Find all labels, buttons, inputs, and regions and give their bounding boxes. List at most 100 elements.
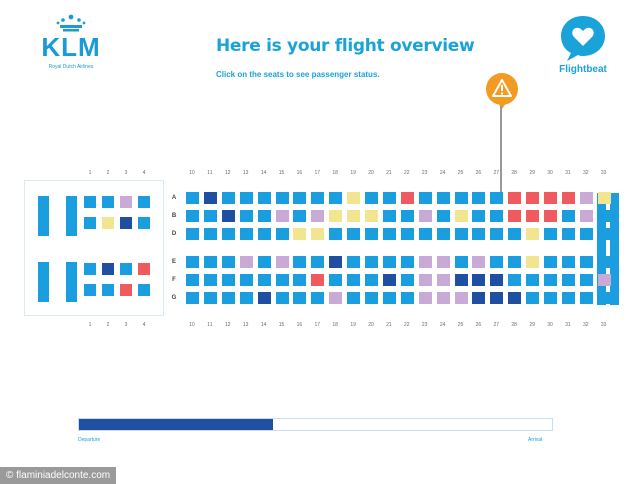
- seat[interactable]: [526, 256, 540, 268]
- seat[interactable]: [138, 217, 150, 229]
- seat[interactable]: [120, 196, 132, 208]
- seat[interactable]: [400, 210, 414, 222]
- seat[interactable]: [138, 196, 150, 208]
- seat[interactable]: [490, 228, 504, 240]
- seat[interactable]: [508, 210, 522, 222]
- seat[interactable]: [203, 274, 217, 286]
- seat[interactable]: [597, 210, 611, 222]
- seat[interactable]: [203, 228, 217, 240]
- seat[interactable]: [508, 228, 522, 240]
- seat[interactable]: [382, 256, 396, 268]
- seat[interactable]: [239, 228, 253, 240]
- seat[interactable]: [400, 228, 414, 240]
- seat[interactable]: [293, 256, 307, 268]
- seat[interactable]: [347, 192, 361, 204]
- seat[interactable]: [579, 192, 593, 204]
- seat[interactable]: [203, 292, 217, 304]
- seat[interactable]: [436, 192, 450, 204]
- seat[interactable]: [239, 256, 253, 268]
- seat[interactable]: [257, 228, 271, 240]
- seat[interactable]: [186, 192, 199, 204]
- seat[interactable]: [472, 228, 486, 240]
- seat[interactable]: [186, 228, 199, 240]
- seat[interactable]: [203, 210, 217, 222]
- seat[interactable]: [311, 274, 325, 286]
- seat[interactable]: [102, 284, 114, 296]
- seat[interactable]: [365, 292, 378, 304]
- seat[interactable]: [579, 210, 593, 222]
- seat[interactable]: [454, 210, 468, 222]
- seat[interactable]: [221, 274, 235, 286]
- seat[interactable]: [561, 256, 575, 268]
- seat[interactable]: [526, 274, 540, 286]
- seat[interactable]: [293, 210, 307, 222]
- seat[interactable]: [329, 210, 343, 222]
- seat[interactable]: [138, 263, 150, 275]
- seat[interactable]: [526, 210, 540, 222]
- seat[interactable]: [418, 228, 432, 240]
- seat[interactable]: [454, 292, 468, 304]
- seat[interactable]: [239, 274, 253, 286]
- seat[interactable]: [544, 256, 557, 268]
- seat[interactable]: [454, 256, 468, 268]
- seat[interactable]: [436, 210, 450, 222]
- seat[interactable]: [579, 228, 593, 240]
- seat[interactable]: [508, 292, 522, 304]
- seat[interactable]: [365, 210, 378, 222]
- seat[interactable]: [400, 192, 414, 204]
- seat[interactable]: [186, 274, 199, 286]
- seat[interactable]: [561, 228, 575, 240]
- seat[interactable]: [597, 292, 611, 304]
- seat[interactable]: [597, 228, 611, 240]
- seat[interactable]: [221, 192, 235, 204]
- seat[interactable]: [418, 210, 432, 222]
- seat[interactable]: [544, 210, 557, 222]
- seat[interactable]: [472, 210, 486, 222]
- seat[interactable]: [454, 228, 468, 240]
- seat[interactable]: [454, 274, 468, 286]
- seat[interactable]: [597, 256, 611, 268]
- seat[interactable]: [365, 192, 378, 204]
- seat[interactable]: [257, 192, 271, 204]
- seat[interactable]: [311, 292, 325, 304]
- seat[interactable]: [293, 292, 307, 304]
- seat[interactable]: [102, 217, 114, 229]
- seat[interactable]: [490, 292, 504, 304]
- seat[interactable]: [329, 228, 343, 240]
- seat[interactable]: [120, 284, 132, 296]
- seat[interactable]: [275, 210, 289, 222]
- seat[interactable]: [329, 274, 343, 286]
- seat[interactable]: [508, 256, 522, 268]
- seat[interactable]: [382, 228, 396, 240]
- seat[interactable]: [579, 256, 593, 268]
- seat[interactable]: [329, 256, 343, 268]
- seat[interactable]: [365, 274, 378, 286]
- seat[interactable]: [239, 192, 253, 204]
- seat[interactable]: [382, 274, 396, 286]
- seat[interactable]: [526, 228, 540, 240]
- seat[interactable]: [102, 263, 114, 275]
- seat[interactable]: [329, 292, 343, 304]
- seat[interactable]: [597, 274, 611, 286]
- seat[interactable]: [544, 274, 557, 286]
- seat[interactable]: [544, 228, 557, 240]
- seat[interactable]: [436, 274, 450, 286]
- seat[interactable]: [544, 192, 557, 204]
- seat[interactable]: [436, 256, 450, 268]
- seat[interactable]: [275, 274, 289, 286]
- seat[interactable]: [203, 256, 217, 268]
- seat[interactable]: [490, 274, 504, 286]
- seat[interactable]: [597, 192, 611, 204]
- seat[interactable]: [365, 228, 378, 240]
- seat[interactable]: [347, 228, 361, 240]
- seat[interactable]: [454, 192, 468, 204]
- seat[interactable]: [275, 292, 289, 304]
- seat[interactable]: [347, 292, 361, 304]
- seat[interactable]: [275, 228, 289, 240]
- seat[interactable]: [347, 210, 361, 222]
- seat[interactable]: [275, 192, 289, 204]
- seat[interactable]: [436, 292, 450, 304]
- seat[interactable]: [490, 210, 504, 222]
- seat[interactable]: [329, 192, 343, 204]
- seat[interactable]: [579, 292, 593, 304]
